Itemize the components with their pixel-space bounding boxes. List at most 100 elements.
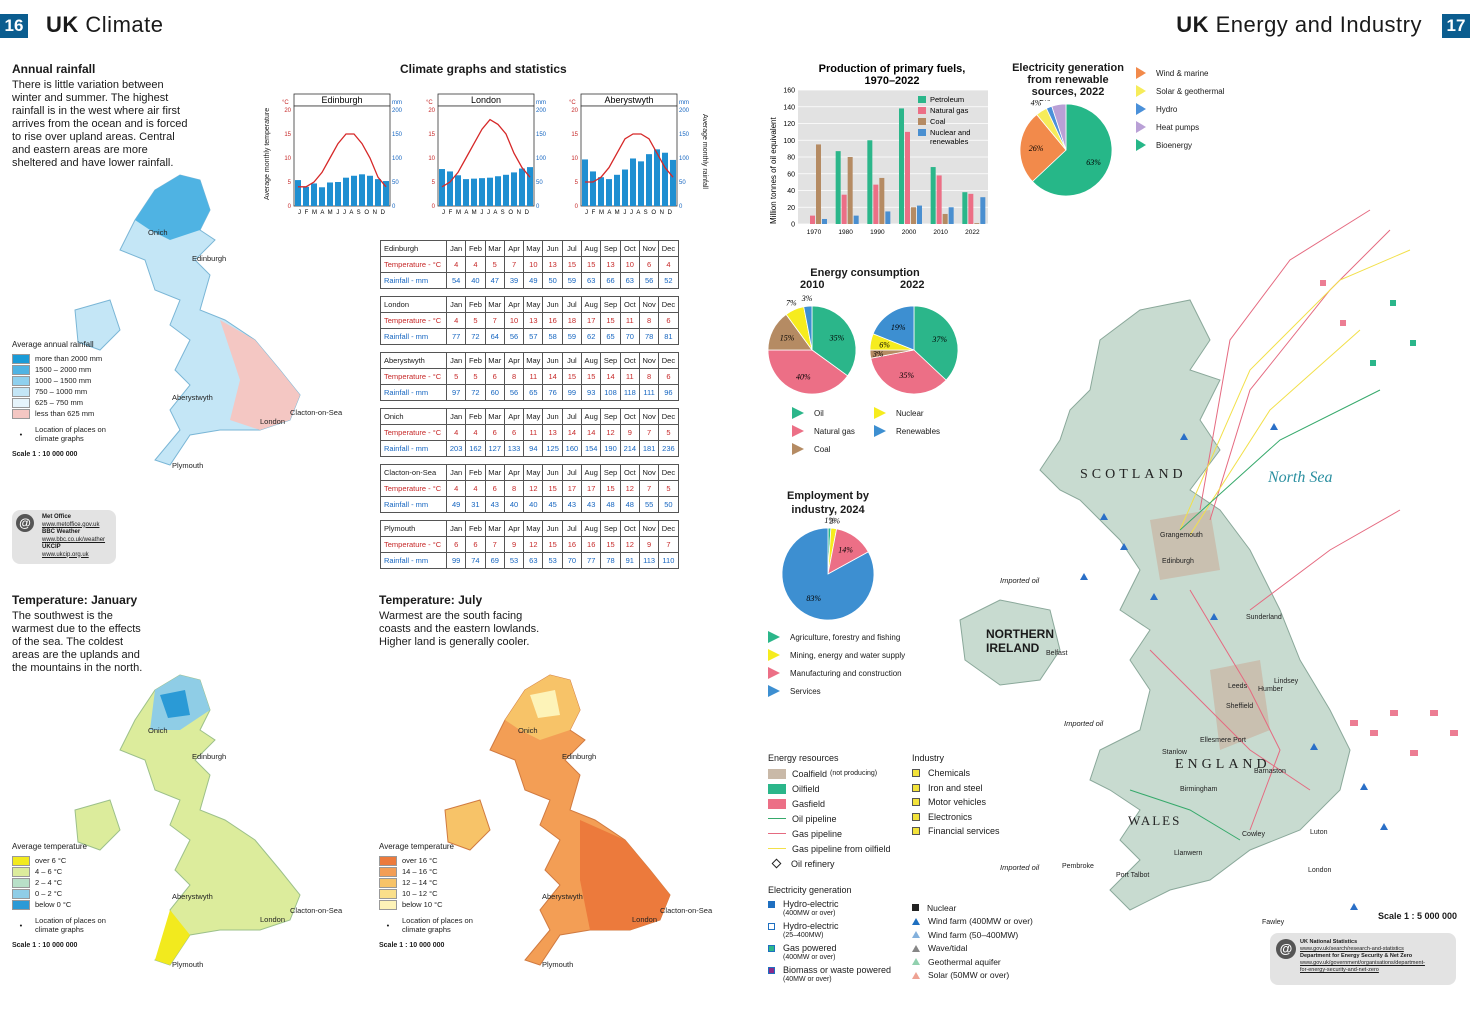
temp-cell: 11 (523, 368, 544, 385)
employment-value-label: 14% (838, 546, 853, 555)
rain-bar (606, 179, 612, 206)
resource-key-item: Gas pipeline from oilfield (768, 841, 908, 856)
rain-cell: 70 (561, 552, 583, 569)
month-header: Jun (542, 464, 563, 481)
resources-title: Energy resources (768, 753, 839, 763)
rainfall-legend-label: 1500 – 2000 mm (35, 365, 92, 374)
rain-tick: 50 (679, 180, 686, 186)
legend-label: Petroleum (930, 95, 964, 104)
rain-cell: 77 (445, 328, 467, 345)
rain-bar (311, 183, 317, 206)
rain-tick: 150 (536, 132, 547, 138)
rain-cell: 43 (561, 496, 583, 513)
rain-bar (630, 158, 636, 206)
generation-label: Nuclear (927, 902, 957, 913)
january-temp-map (74, 674, 301, 966)
weblink-line: Met Office (42, 514, 72, 520)
legend-label: Oil (814, 408, 824, 418)
month-header: Sep (600, 520, 621, 537)
legend-label: Coal (930, 117, 946, 126)
rain-cell: 56 (638, 272, 660, 289)
legend-triangle-icon (768, 685, 780, 697)
rain-cell: 96 (658, 384, 679, 401)
rain-bar (487, 177, 493, 206)
rain-bar (343, 177, 349, 206)
rain-unit: mm (679, 100, 689, 106)
generation-label: Hydro-electric (783, 921, 839, 931)
temp-cell: 6 (484, 368, 505, 385)
rain-tick: 200 (679, 108, 690, 114)
rain-cell: 236 (658, 440, 679, 457)
rainfall-legend-label: 625 – 750 mm (35, 398, 83, 407)
energy-resources-key: Energy resources Coalfield (not producin… (768, 753, 908, 871)
temp-cell: 8 (638, 312, 660, 329)
employment-legend-item: Mining, energy and water supply (768, 646, 948, 664)
industry-label: Financial services (928, 826, 1000, 837)
station-name: Plymouth (380, 520, 447, 537)
temp-cell: 12 (600, 424, 621, 441)
rain-cell: 56 (503, 384, 525, 401)
legend-label: Bioenergy (1156, 140, 1193, 150)
renewables-legend-item: Solar & geothermal (1136, 82, 1224, 100)
generation-triangle-icon (912, 931, 920, 939)
bar (810, 215, 815, 224)
month-header: Oct (619, 520, 640, 537)
generation-label: Solar (50MW or over) (928, 970, 1010, 981)
rainfall-legend-title: Average annual rainfall (12, 340, 94, 349)
rain-cell: 53 (542, 552, 563, 569)
weblink-line: UKCIP (42, 544, 61, 550)
rain-cell: 81 (658, 328, 679, 345)
renewables-title: Electricity generation from renewable so… (1012, 62, 1124, 98)
climate-table-5: Plymouth Jan Feb Mar Apr May Jun Jul Aug Sep Oct No… (380, 520, 679, 569)
generation-symbol-icon (768, 967, 775, 974)
july-legend-label: over 16 °C (402, 856, 438, 865)
legend-triangle-icon (768, 631, 780, 643)
rain-bar (471, 178, 477, 206)
rain-cell: 59 (561, 328, 583, 345)
generation-label: Geothermal aquifer (928, 956, 1001, 967)
rain-tick: 150 (679, 132, 690, 138)
jan-label-edinburgh: Edinburgh (192, 752, 227, 761)
consumption-2010-slice (767, 349, 849, 395)
generation-key-item: Wind farm (50–400MW) (912, 928, 1052, 942)
map-label-onich: Onich (148, 228, 168, 237)
pipeline-line-icon (768, 833, 786, 834)
jul-label-onich: Onich (518, 726, 538, 735)
generation-key-item: Hydro-electric (25–400MW) (768, 922, 908, 944)
title-rest: Climate (85, 12, 164, 37)
resource-swatch (768, 783, 786, 794)
title-bold: UK (46, 12, 79, 37)
legend-triangle-icon (1136, 85, 1146, 97)
resource-label: Coalfield (792, 768, 828, 779)
generation-triangle-icon (912, 958, 920, 966)
rain-label: Rainfall - mm (380, 272, 447, 289)
month-header: Aug (581, 464, 602, 481)
label-northern-ireland: NORTHERN IRELAND (986, 627, 1054, 655)
industry-label: Chemicals (928, 768, 971, 779)
rain-cell: 99 (445, 552, 467, 569)
rainfall-scale: Scale 1 : 10 000 000 (12, 451, 78, 458)
rain-cell: 56 (503, 328, 525, 345)
employment-value-label: 1% (824, 516, 835, 525)
rain-cell: 203 (445, 440, 467, 457)
temp-tick: 15 (284, 132, 291, 138)
map-label-aberystwyth: Aberystwyth (172, 393, 213, 402)
month-header: Dec (658, 520, 679, 537)
consumption-2022-value-label: 6% (879, 340, 890, 349)
map-label-clacton: Clacton-on-Sea (290, 408, 343, 417)
rain-cell: 31 (465, 496, 486, 513)
month-header: May (523, 520, 544, 537)
generation-key-left: Electricity generation Hydro-electric (40… (768, 885, 908, 988)
month-header: Jan (445, 352, 467, 369)
rain-bar (375, 179, 381, 206)
legend-triangle-icon (792, 407, 804, 419)
july-legend-label: 14 – 16 °C (402, 867, 438, 876)
generation-symbol-icon (768, 901, 775, 908)
temp-cell: 16 (542, 312, 563, 329)
legend-triangle-icon (874, 425, 886, 437)
month-header: Mar (484, 520, 505, 537)
rain-label: Rainfall - mm (380, 496, 447, 513)
generation-text: Hydro-electric (400MW or over) (783, 900, 839, 922)
generation-label: Wind farm (50–400MW) (928, 929, 1019, 940)
bar (974, 223, 980, 224)
